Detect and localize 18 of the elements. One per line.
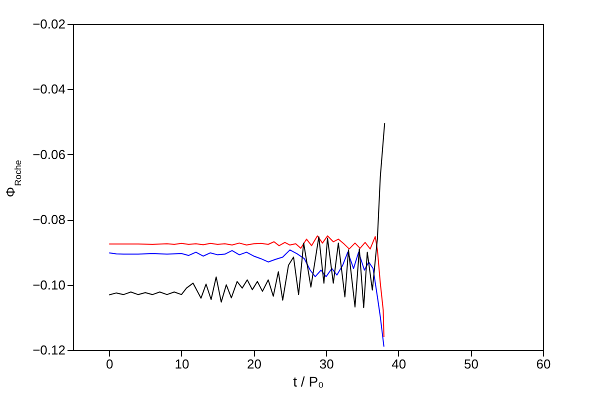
x-tick-label: 60	[536, 356, 551, 372]
x-tick-label: 30	[319, 356, 334, 372]
y-tick-label: −0.12	[32, 342, 66, 358]
x-axis-title: t / P₀	[293, 374, 324, 390]
x-tick-label: 40	[392, 356, 406, 372]
line-series	[108, 249, 384, 348]
y-tick-label: −0.08	[32, 212, 66, 228]
y-axis-title: ΦRoche	[3, 160, 23, 198]
x-tick-label: 50	[464, 356, 478, 372]
y-tick-label: −0.04	[32, 82, 66, 97]
y-tick-label: −0.10	[32, 277, 66, 292]
y-tick-label: −0.02	[32, 16, 66, 32]
x-tick-label: 20	[247, 356, 262, 372]
y-tick-label: −0.06	[32, 146, 66, 162]
x-tick-label: 0	[106, 356, 114, 372]
x-tick-label: 10	[174, 356, 190, 372]
line-series	[108, 122, 386, 308]
line-series	[108, 235, 384, 338]
